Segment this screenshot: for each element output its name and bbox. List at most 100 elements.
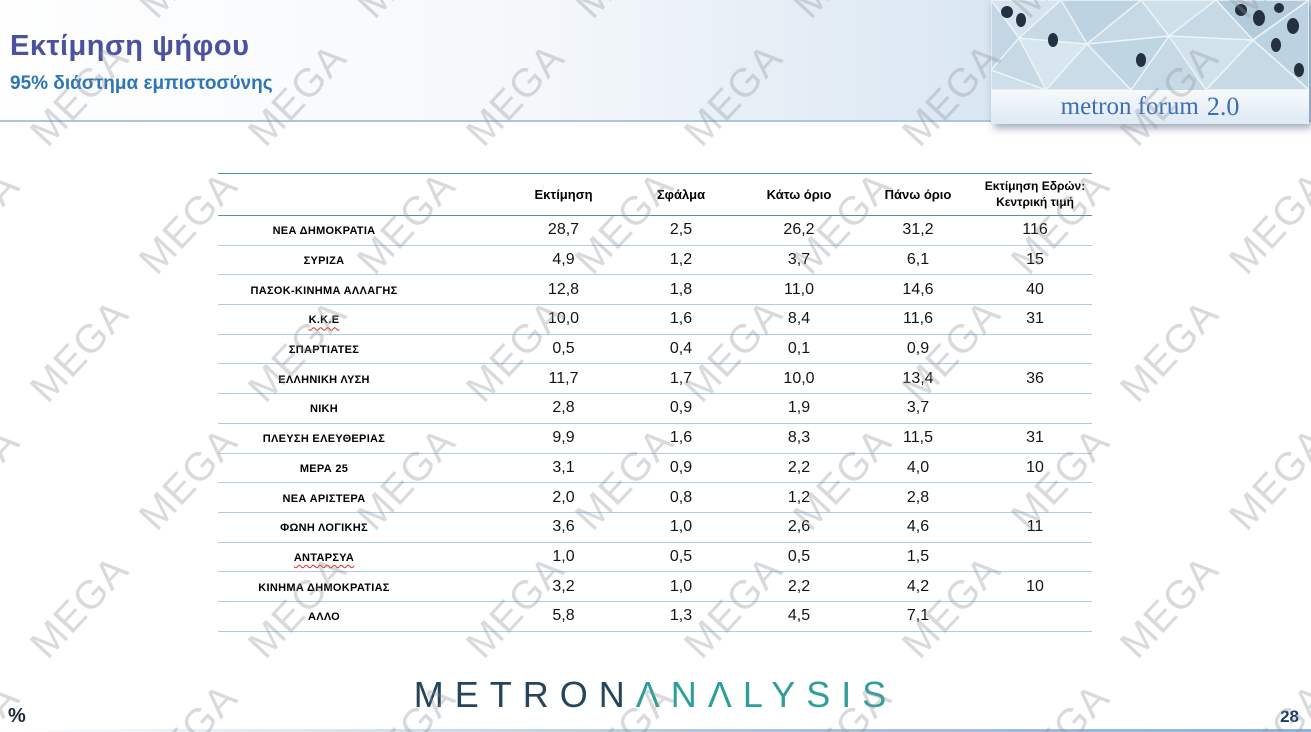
mega-watermark: MEGA (1111, 291, 1228, 411)
party-name: ΕΛΛΗΝΙΚΗ ΛΥΣΗ (278, 373, 370, 386)
party-name: ΣΠΑΡΤΙΑΤΕΣ (288, 344, 360, 357)
mega-watermark: MEGA (0, 163, 29, 283)
upper-bound-cell: 2,8 (906, 488, 930, 506)
table-row: ΕΛΛΗΝΙΚΗ ΛΥΣΗ 11,7 1,7 10,0 13,4 36 (218, 364, 1092, 395)
party-name: ΝΕΑ ΑΡΙΣΤΕΡΑ (282, 492, 366, 505)
table-row: ΑΛΛΟ 5,8 1,3 4,5 7,1 (218, 602, 1092, 632)
lower-bound-cell: 4,5 (787, 607, 811, 625)
upper-bound-cell: 14,6 (902, 280, 934, 298)
estimate-cell: 10,0 (547, 310, 580, 328)
party-name-cell: ΜΕΡΑ 25 (218, 459, 505, 477)
results-table: Εκτίμηση Σφάλμα Κάτω όριο Πάνω όριο Εκτί… (218, 173, 1092, 632)
table-row: ΣΠΑΡΤΙΑΤΕΣ 0,5 0,4 0,1 0,9 (218, 335, 1092, 365)
seats-cell: 11 (1026, 518, 1044, 536)
seats-cell: 36 (1026, 369, 1044, 387)
party-name: ΑΝΤΑΡΣΥΑ (293, 551, 355, 564)
table-row: ΠΛΕΥΣΗ ΕΛΕΥΘΕΡΙΑΣ 9,9 1,6 8,3 11,5 31 (218, 424, 1092, 454)
estimate-cell: 4,9 (552, 251, 575, 269)
seats-cell: 116 (1022, 221, 1048, 239)
error-cell: 0,8 (669, 488, 693, 506)
lower-bound-cell: 1,9 (787, 399, 811, 417)
error-cell: 1,3 (669, 607, 693, 625)
mega-watermark: MEGA (1220, 163, 1311, 283)
upper-bound-cell: 7,1 (906, 607, 930, 625)
party-name-cell: ΑΛΛΟ (218, 607, 505, 625)
estimate-cell: 9,9 (552, 429, 575, 447)
party-name: ΝΙΚΗ (309, 403, 339, 416)
upper-bound-cell: 13,4 (902, 369, 934, 387)
party-name-cell: ΦΩΝΗ ΛΟΓΙΚΗΣ (218, 518, 505, 536)
error-cell: 1,0 (669, 577, 693, 595)
estimate-cell: 3,1 (552, 458, 575, 476)
brand-analysis-text: ΛNΛLYSIS (635, 674, 898, 715)
party-name: ΠΛΕΥΣΗ ΕΛΕΥΘΕΡΙΑΣ (262, 433, 386, 446)
mega-watermark: MEGA (1220, 419, 1311, 539)
metron-forum-logo: metron forum 2.0 (991, 0, 1309, 124)
table-row: ΦΩΝΗ ΛΟΓΙΚΗΣ 3,6 1,0 2,6 4,6 11 (218, 513, 1092, 543)
party-name: ΦΩΝΗ ΛΟΓΙΚΗΣ (280, 522, 368, 535)
estimate-cell: 0,5 (552, 340, 575, 358)
brand-metron-text: METRON (413, 674, 636, 715)
party-name: ΣΥΡΙΖΑ (303, 255, 345, 268)
estimate-cell: 5,8 (552, 607, 575, 625)
estimate-cell: 2,8 (552, 399, 575, 417)
party-name: ΝΕΑ ΔΗΜΟΚΡΑΤΙΑ (272, 225, 376, 238)
estimate-cell: 2,0 (552, 488, 575, 506)
error-cell: 1,8 (669, 280, 693, 298)
lower-bound-cell: 0,1 (787, 340, 811, 358)
party-name-cell: ΝΕΑ ΑΡΙΣΤΕΡΑ (218, 489, 505, 507)
error-cell: 2,5 (669, 221, 693, 239)
upper-bound-cell: 4,0 (906, 458, 930, 476)
party-name-cell: ΕΛΛΗΝΙΚΗ ΛΥΣΗ (218, 370, 505, 388)
party-name-cell: ΠΛΕΥΣΗ ΕΛΕΥΘΕΡΙΑΣ (218, 429, 505, 447)
table-row: ΝΙΚΗ 2,8 0,9 1,9 3,7 (218, 394, 1092, 424)
error-cell: 0,9 (669, 458, 693, 476)
page-number: 28 (1280, 707, 1299, 726)
seats-cell: 10 (1026, 577, 1044, 595)
mega-watermark: MEGA (21, 547, 138, 667)
error-cell: 1,0 (669, 518, 693, 536)
column-header-upper-bound: Πάνω όριο (884, 187, 952, 202)
party-name: ΠΑΣΟΚ-ΚΙΝΗΜΑ ΑΛΛΑΓΗΣ (250, 284, 398, 297)
party-name: ΜΕΡΑ 25 (299, 462, 349, 475)
estimate-cell: 3,2 (552, 577, 575, 595)
error-cell: 1,6 (669, 429, 693, 447)
lower-bound-cell: 1,2 (787, 488, 811, 506)
bottom-gradient-strip (0, 729, 1311, 732)
mega-watermark: MEGA (0, 419, 29, 539)
estimate-cell: 1,0 (552, 547, 575, 565)
lower-bound-cell: 10,0 (783, 369, 815, 387)
estimate-cell: 11,7 (548, 369, 579, 387)
table-header-row: Εκτίμηση Σφάλμα Κάτω όριο Πάνω όριο Εκτί… (218, 173, 1092, 216)
seats-cell: 31 (1026, 429, 1044, 447)
upper-bound-cell: 0,9 (906, 340, 930, 358)
estimate-cell: 12,8 (547, 280, 580, 298)
table-row: ΚΙΝΗΜΑ ΔΗΜΟΚΡΑΤΙΑΣ 3,2 1,0 2,2 4,2 10 (218, 572, 1092, 602)
logo-version-text: 2.0 (1206, 92, 1240, 121)
upper-bound-cell: 1,5 (906, 547, 930, 565)
logo-brand-text: metron forum (1060, 93, 1199, 120)
party-name-cell: ΣΠΑΡΤΙΑΤΕΣ (218, 340, 505, 358)
error-cell: 0,5 (669, 547, 693, 565)
table-row: ΑΝΤΑΡΣΥΑ 1,0 0,5 0,5 1,5 (218, 543, 1092, 573)
party-name: ΑΛΛΟ (307, 611, 341, 624)
party-name-cell: ΑΝΤΑΡΣΥΑ (218, 548, 505, 566)
mega-watermark: MEGA (21, 291, 138, 411)
upper-bound-cell: 3,7 (906, 399, 930, 417)
seats-cell: 10 (1026, 458, 1044, 476)
lower-bound-cell: 2,6 (787, 518, 811, 536)
column-header-error: Σφάλμα (656, 187, 706, 202)
table-row: ΜΕΡΑ 25 3,1 0,9 2,2 4,0 10 (218, 454, 1092, 484)
page-title: Εκτίμηση ψήφου (10, 30, 250, 62)
estimate-cell: 3,6 (552, 518, 575, 536)
upper-bound-cell: 11,5 (903, 429, 933, 447)
seats-cell: 31 (1026, 310, 1044, 328)
party-name-cell: ΠΑΣΟΚ-ΚΙΝΗΜΑ ΑΛΛΑΓΗΣ (218, 281, 505, 299)
error-cell: 1,7 (669, 369, 693, 387)
table-row: Κ.Κ.Ε 10,0 1,6 8,4 11,6 31 (218, 305, 1092, 335)
lower-bound-cell: 2,2 (787, 577, 811, 595)
page-subtitle: 95% διάστημα εμπιστοσύνης (10, 73, 273, 94)
error-cell: 0,9 (669, 399, 693, 417)
table-body: ΝΕΑ ΔΗΜΟΚΡΑΤΙΑ 28,7 2,5 26,2 31,2 116 ΣΥ… (218, 216, 1092, 632)
table-row: ΝΕΑ ΑΡΙΣΤΕΡΑ 2,0 0,8 1,2 2,8 (218, 483, 1092, 513)
